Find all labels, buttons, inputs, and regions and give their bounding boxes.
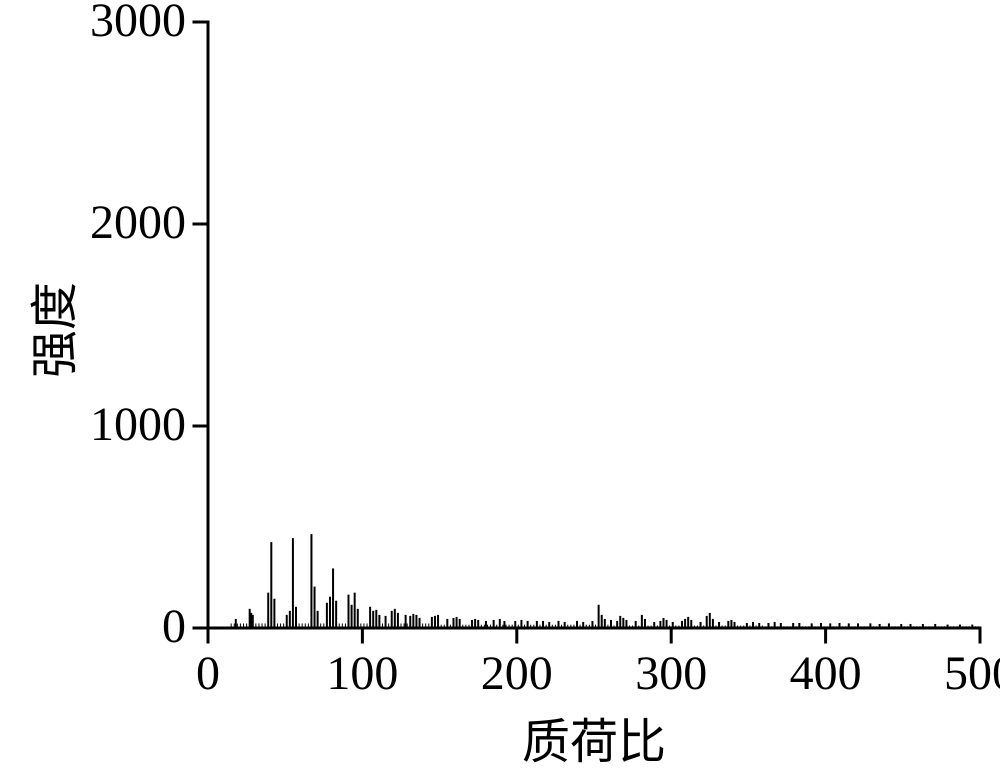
x-tick-label: 200 (457, 646, 577, 701)
x-tick-label: 500 (920, 646, 1000, 701)
y-tick-label: 2000 (90, 195, 186, 250)
y-tick-label: 1000 (90, 397, 186, 452)
x-tick-label: 0 (148, 646, 268, 701)
x-axis-label: 质荷比 (474, 702, 714, 772)
x-tick-label: 400 (766, 646, 886, 701)
x-tick-label: 100 (302, 646, 422, 701)
x-tick-label: 300 (611, 646, 731, 701)
y-axis-label: 强度 (15, 270, 85, 390)
mass-spectrum-chart: 强度 质荷比 01000200030000100200300400500 (0, 0, 1000, 772)
y-tick-label: 3000 (90, 0, 186, 48)
